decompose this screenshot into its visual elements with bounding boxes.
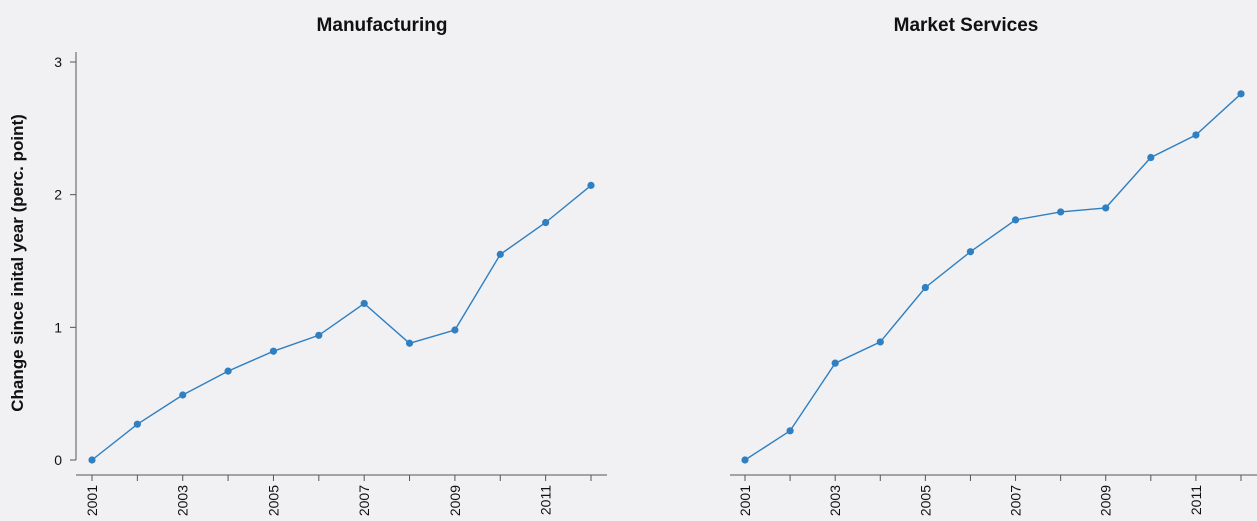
manufacturing-data-point: [224, 367, 232, 375]
market-services-data-point: [966, 248, 975, 256]
manufacturing-data-point: [451, 326, 459, 334]
manufacturing-data-point: [269, 347, 278, 355]
manufacturing-x-tick-label: 2001: [84, 485, 100, 516]
market-services-data-point: [1192, 131, 1200, 139]
manufacturing-title: Manufacturing: [317, 15, 448, 36]
market-services-title: Market Services: [894, 15, 1039, 36]
market-services-x-tick-label: 2001: [737, 485, 753, 516]
market-services-data-point: [1147, 153, 1155, 162]
manufacturing-data-point: [542, 218, 550, 227]
market-services-data-point: [921, 283, 929, 292]
market-services-data-point: [1057, 208, 1065, 216]
market-services-x-tick-label: 2003: [827, 485, 843, 516]
manufacturing-data-point: [88, 456, 96, 464]
manufacturing-data-point: [315, 331, 323, 339]
manufacturing-x-tick-label: 2003: [175, 485, 191, 516]
market-services-x-tick-label: 2009: [1098, 485, 1114, 516]
market-services-data-point: [1011, 216, 1020, 224]
market-services-x-tick-label: 2007: [1008, 485, 1024, 516]
market-services-panel: Market Services 2001 2003 2005 2007 2009 2011: [730, 15, 1257, 516]
manufacturing-data-point: [496, 250, 504, 258]
market-services-data-point: [876, 338, 884, 346]
y-axis-label: Change since inital year (perc. point): [8, 114, 27, 412]
manufacturing-y-tick-label: 0: [54, 452, 62, 468]
manufacturing-x-tick-label: 2011: [538, 485, 554, 515]
manufacturing-y-tick-label: 3: [54, 54, 62, 70]
manufacturing-data-point: [405, 339, 414, 347]
market-services-data-point: [831, 359, 839, 367]
market-services-series-line: [744, 93, 1242, 461]
manufacturing-x-tick-label: 2005: [265, 485, 281, 516]
manufacturing-y-tick-label: 2: [54, 187, 62, 203]
manufacturing-panel: Manufacturing 2001 2003 2005 2007 2009 2011 0 1…: [54, 15, 607, 516]
manufacturing-data-point: [179, 391, 187, 399]
manufacturing-series-line: [91, 184, 592, 461]
market-services-data-point: [786, 427, 794, 435]
market-services-data-point: [1237, 90, 1245, 98]
manufacturing-data-point: [133, 420, 141, 428]
manufacturing-x-tick-label: 2009: [447, 485, 463, 516]
market-services-data-point: [741, 456, 749, 464]
manufacturing-data-point: [360, 299, 368, 308]
market-services-x-tick-label: 2011: [1188, 485, 1204, 515]
manufacturing-data-point: [587, 181, 595, 189]
market-services-data-point: [1102, 204, 1110, 212]
manufacturing-x-tick-label: 2007: [356, 485, 372, 516]
market-services-x-tick-label: 2005: [917, 485, 933, 516]
manufacturing-y-tick-label: 1: [54, 319, 62, 335]
